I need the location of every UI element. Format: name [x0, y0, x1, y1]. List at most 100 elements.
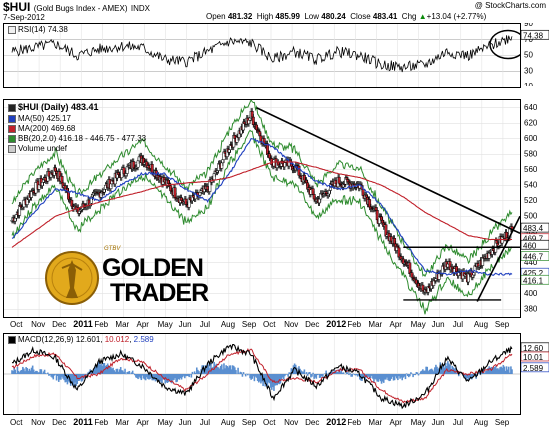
- macd-hist-bar: [228, 365, 231, 374]
- macd-hist-bar: [20, 369, 23, 374]
- macd-hist-bar: [239, 371, 242, 374]
- macd-hist-bar: [73, 374, 75, 387]
- macd-hist-bar: [415, 372, 418, 374]
- macd-hist-bar: [206, 363, 209, 374]
- macd-hist-bar: [180, 374, 183, 380]
- macd-hist-bar: [264, 374, 267, 387]
- macd-hist-bar: [267, 374, 270, 383]
- macd-hist-bar: [454, 367, 457, 374]
- x-tick-label: May: [158, 320, 173, 329]
- macd-hist-bar: [50, 374, 52, 377]
- macd-hist-bar: [441, 363, 444, 374]
- macd-hist-bar: [403, 374, 406, 377]
- macd-hist-bar: [186, 374, 188, 377]
- ma50-line: [11, 137, 513, 276]
- macd-hist-bar: [317, 374, 320, 375]
- macd-hist-bar: [354, 374, 357, 376]
- macd-hist-bar: [332, 371, 335, 374]
- macd-hist-bar: [193, 371, 196, 374]
- legend-swatch: [8, 134, 16, 143]
- macd-hist-bar: [30, 367, 33, 374]
- macd-hist-bar: [217, 367, 220, 374]
- macd-hist-bar: [419, 371, 422, 374]
- macd-hist-bar: [249, 374, 251, 379]
- macd-hist-bar: [32, 369, 35, 374]
- macd-hist-bar: [342, 372, 345, 374]
- macd-hist-bar: [14, 369, 17, 374]
- macd-hist-bar: [457, 374, 460, 377]
- macd-chart: [4, 334, 520, 414]
- macd-hist-bar: [305, 372, 308, 374]
- macd-hist-bar: [210, 363, 212, 374]
- macd-hist-bar: [253, 374, 256, 382]
- macd-hist-bar: [139, 374, 142, 379]
- macd-hist-bar: [255, 374, 258, 378]
- macd-hist-bar: [132, 373, 135, 374]
- macd-axis: 12.60 10.01 2.589: [521, 333, 549, 413]
- legend-text: MA(50) 425.17: [18, 114, 71, 123]
- macd-hist-bar: [118, 369, 121, 374]
- macd-hist-bar: [274, 374, 276, 386]
- macd-hist-bar: [49, 374, 51, 375]
- macd-hist-bar: [227, 367, 230, 374]
- macd-hist-bar: [48, 374, 50, 376]
- macd-hist-bar: [436, 366, 438, 374]
- x-tick-label: Dec: [305, 418, 319, 427]
- macd-hist-bar: [188, 374, 190, 378]
- macd-hist-bar: [69, 374, 72, 386]
- macd-hist-bar: [465, 374, 468, 380]
- macd-hist-bar: [353, 374, 356, 375]
- x-tick-label: Apr: [390, 320, 403, 329]
- macd-hist-bar: [141, 374, 144, 376]
- macd-hist-bar: [117, 371, 120, 374]
- macd-hist-bar: [218, 368, 221, 374]
- macd-hist-bar: [348, 374, 350, 376]
- legend-text: MA(200) 469.68: [18, 124, 76, 133]
- macd-hist-bar: [390, 374, 393, 379]
- logo-line2: TRADER: [110, 279, 209, 307]
- x-tick-label: Nov: [31, 320, 45, 329]
- macd-hist-bar: [116, 368, 119, 374]
- macd-hist-bar: [177, 374, 180, 380]
- macd-hist-bar: [12, 371, 14, 374]
- macd-hist-bar: [469, 374, 472, 379]
- macd-hist-bar: [13, 366, 15, 374]
- macd-hist-bar: [310, 374, 312, 378]
- exchange: INDX: [130, 4, 150, 13]
- macd-hist-bar: [391, 374, 394, 377]
- macd-hist-bar: [237, 367, 239, 374]
- macd-hist-bar: [211, 369, 213, 374]
- rsi-value-tag-text: 74.38: [523, 31, 544, 40]
- macd-hist-bar: [276, 374, 279, 386]
- macd-hist-bar: [502, 365, 505, 374]
- macd-hist-bar: [393, 374, 396, 381]
- macd-hist-bar: [222, 369, 224, 374]
- macd-hist-bar: [75, 374, 77, 387]
- macd-hist-bar: [425, 366, 427, 374]
- macd-hist-bar: [142, 374, 145, 379]
- macd-hist-bar: [143, 374, 146, 380]
- macd-hist-bar: [189, 374, 192, 375]
- macd-hist-bar: [437, 368, 439, 374]
- macd-hist-bar: [488, 366, 490, 374]
- macd-hist-bar: [302, 371, 305, 374]
- price-tick-label: 500: [524, 211, 538, 220]
- macd-hist-bar: [65, 374, 68, 382]
- macd-hist-bar: [397, 374, 399, 381]
- macd-hist-bar: [225, 365, 227, 374]
- price-value-tag: [521, 239, 549, 250]
- macd-hist-bar: [26, 368, 29, 374]
- rsi-tick-label: 90: [524, 23, 533, 28]
- macd-hist-bar: [306, 374, 309, 376]
- macd-hist-bar: [491, 367, 494, 374]
- macd-hist-bar: [79, 374, 82, 380]
- x-tick-label: Nov: [31, 418, 45, 427]
- macd-hist-bar: [16, 366, 19, 374]
- macd-hist-bar: [22, 366, 24, 374]
- macd-hist-bar: [311, 374, 313, 377]
- macd-hist-bar: [138, 374, 140, 377]
- macd-hist-bar: [131, 370, 134, 374]
- macd-hist-bar: [223, 363, 225, 374]
- macd-hist-bar: [97, 363, 99, 374]
- macd-hist-bar: [38, 372, 40, 374]
